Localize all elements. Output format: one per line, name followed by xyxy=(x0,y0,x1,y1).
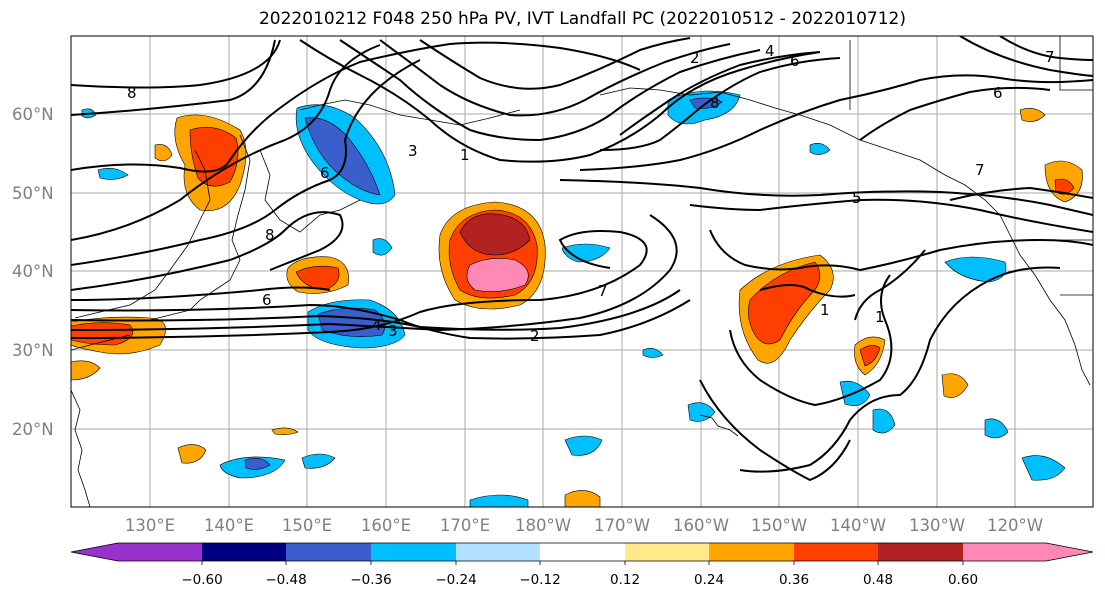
pv-anomaly-positive xyxy=(71,360,101,381)
pv-anomaly-positive xyxy=(154,144,173,162)
pv-anomaly-positive xyxy=(941,373,969,398)
lon-label: 160°W xyxy=(673,516,729,535)
pv-anomaly-negative xyxy=(561,243,611,263)
pv-anomaly-positive xyxy=(466,258,529,292)
contour-label: 3 xyxy=(388,322,398,340)
lat-label: 50°N xyxy=(12,184,54,203)
lon-label: 130°W xyxy=(909,516,965,535)
contour-label: 4 xyxy=(765,42,775,60)
colorbar-ticks xyxy=(201,561,964,565)
pv-anomaly-negative xyxy=(809,143,831,155)
contour-label: 7 xyxy=(598,282,608,300)
contour-label: 8 xyxy=(265,226,275,244)
colorbar-extend-high xyxy=(1046,543,1093,561)
colorbar-segment xyxy=(371,543,456,561)
contour-label: 6 xyxy=(790,52,800,70)
pv-anomaly-positive xyxy=(1019,108,1046,122)
colorbar-tick-label: 0.12 xyxy=(610,572,640,588)
plot-title: 2022010212 F048 250 hPa PV, IVT Landfall… xyxy=(258,9,906,29)
pv-anomaly-negative xyxy=(372,238,393,256)
colorbar-segment xyxy=(540,543,625,561)
lat-label: 60°N xyxy=(12,105,54,124)
gridlines xyxy=(71,36,1093,507)
pv-anomaly-positive xyxy=(459,213,531,256)
colorbar-segment xyxy=(878,543,963,561)
contour-label: 8 xyxy=(710,94,720,112)
colorbar-segment xyxy=(794,543,878,561)
lon-label: 130°E xyxy=(125,516,175,535)
lon-label: 140°W xyxy=(830,516,886,535)
contour-label: 6 xyxy=(262,291,272,309)
pv-anomaly-positive xyxy=(295,265,340,291)
lon-label: 120°W xyxy=(987,516,1043,535)
colorbar-tick-label: 0.60 xyxy=(948,572,978,588)
contour-labels: 8 6 2 4 6 8 7 6 5 7 3 1 8 4 3 6 2 7 1 1 xyxy=(127,42,1055,345)
pv-anomaly-negative xyxy=(642,348,664,358)
latitude-labels: 60°N 50°N 40°N 30°N 20°N xyxy=(12,105,54,439)
contour-label: 8 xyxy=(127,84,137,102)
black-contours xyxy=(71,36,1093,482)
lon-label: 180°W xyxy=(515,516,571,535)
pv-anomaly-positive xyxy=(1054,178,1075,195)
map-panel: 8 6 2 4 6 8 7 6 5 7 3 1 8 4 3 6 2 7 1 1 … xyxy=(12,35,1094,535)
pv-anomaly-positive xyxy=(177,444,207,464)
contour-label: 4 xyxy=(372,316,382,334)
contour-label: 3 xyxy=(408,142,418,160)
colorbar-extend-low xyxy=(71,543,118,561)
lat-label: 20°N xyxy=(12,420,54,439)
lon-label: 160°E xyxy=(361,516,411,535)
colorbar-segment xyxy=(118,543,202,561)
lat-label: 30°N xyxy=(12,341,54,360)
pv-anomaly-positive xyxy=(564,490,601,507)
lat-label: 40°N xyxy=(12,262,54,281)
contour-label: 2 xyxy=(530,327,540,345)
contour-label: 6 xyxy=(320,164,330,182)
colorbar-tick-label: 0.48 xyxy=(863,572,893,588)
longitude-labels: 130°E 140°E 150°E 160°E 170°E 180°W 170°… xyxy=(125,516,1043,535)
pv-anomaly-positive xyxy=(271,427,299,435)
pv-anomaly-negative xyxy=(244,458,271,470)
contour-label: 5 xyxy=(852,189,862,207)
contour-label: 1 xyxy=(820,301,830,319)
lon-label: 170°E xyxy=(440,516,490,535)
colorbar-tick-label: 0.24 xyxy=(694,572,724,588)
pv-anomaly-negative xyxy=(872,408,896,434)
contour-label: 1 xyxy=(875,308,885,326)
pv-anomaly-positive xyxy=(748,261,821,345)
lon-label: 140°E xyxy=(204,516,254,535)
pv-anomaly-negative xyxy=(564,435,603,456)
colorbar-segment xyxy=(202,543,286,561)
pv-anomaly-negative xyxy=(304,117,381,196)
lon-label: 150°E xyxy=(282,516,332,535)
pv-anomaly-negative xyxy=(984,418,1009,439)
pv-anomaly-negative xyxy=(301,453,336,469)
colorbar-outline xyxy=(70,542,1094,562)
colorbar-tick-label: −0.60 xyxy=(181,572,222,588)
colorbar-segment xyxy=(456,543,540,561)
colorbar-segment xyxy=(286,543,371,561)
colorbar-segment xyxy=(963,543,1046,561)
contour-label: 1 xyxy=(460,146,470,164)
colorbar-tick-label: −0.36 xyxy=(350,572,391,588)
pv-anomaly-negative xyxy=(469,494,529,507)
colorbar: −0.60 −0.48 −0.36 −0.24 −0.12 0.12 0.24 … xyxy=(70,542,1094,588)
contour-label: 6 xyxy=(993,84,1003,102)
colorbar-tick-label: −0.24 xyxy=(435,572,476,588)
pv-anomaly-positive xyxy=(859,345,881,367)
lon-label: 150°W xyxy=(751,516,807,535)
colorbar-tick-label: −0.12 xyxy=(519,572,560,588)
colorbar-tick-label: −0.48 xyxy=(265,572,306,588)
contour-label: 7 xyxy=(1045,48,1055,66)
pv-filled-contours xyxy=(71,90,1083,507)
pv-anomaly-negative xyxy=(1021,455,1066,481)
colorbar-segment xyxy=(709,543,794,561)
pv-anomaly-negative xyxy=(97,168,129,180)
colorbar-tick-label: 0.36 xyxy=(779,572,809,588)
colorbar-segment xyxy=(625,543,709,561)
lon-label: 170°W xyxy=(594,516,650,535)
map-frame xyxy=(70,35,1094,508)
contour-label: 7 xyxy=(975,161,985,179)
contour-label: 2 xyxy=(690,49,700,67)
